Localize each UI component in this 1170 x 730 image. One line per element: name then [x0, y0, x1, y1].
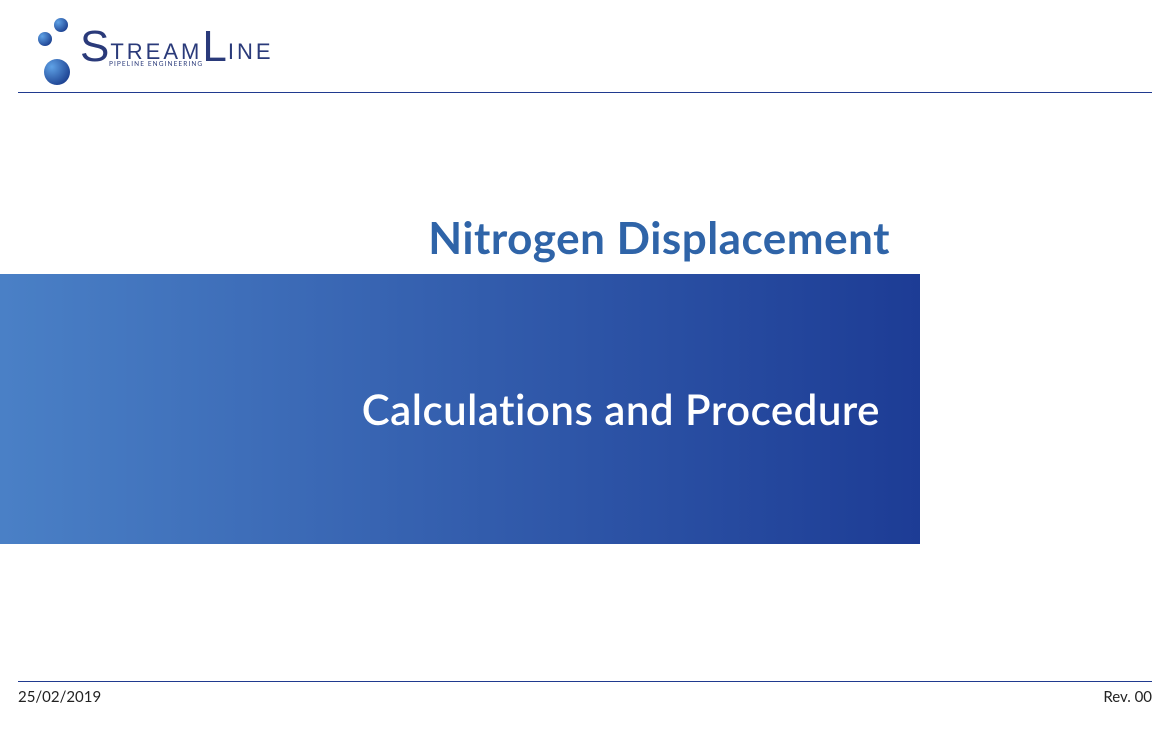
logo-letter: L: [202, 28, 227, 65]
slide-page: S TREAM L INE PIPELINE ENGINEERING Nitro…: [0, 0, 1170, 730]
logo-letter: S: [80, 28, 110, 65]
page-title: Nitrogen Displacement: [0, 212, 920, 264]
logo-balls-icon: [24, 18, 74, 88]
logo-word: INE: [228, 41, 274, 65]
logo-subline: PIPELINE ENGINEERING: [109, 61, 203, 68]
logo-ball-icon: [54, 18, 68, 32]
logo-text: S TREAM L INE PIPELINE ENGINEERING: [80, 18, 274, 65]
page-subtitle: Calculations and Procedure: [362, 384, 880, 434]
logo-ball-icon: [38, 32, 52, 46]
subtitle-band: Calculations and Procedure: [0, 274, 920, 544]
company-logo: S TREAM L INE PIPELINE ENGINEERING: [24, 18, 274, 88]
logo-ball-icon: [44, 59, 70, 85]
footer-revision: Rev. 00: [1103, 688, 1152, 706]
header-divider: [18, 92, 1152, 93]
footer-divider: [18, 681, 1152, 682]
footer-date: 25/02/2019: [18, 688, 101, 706]
